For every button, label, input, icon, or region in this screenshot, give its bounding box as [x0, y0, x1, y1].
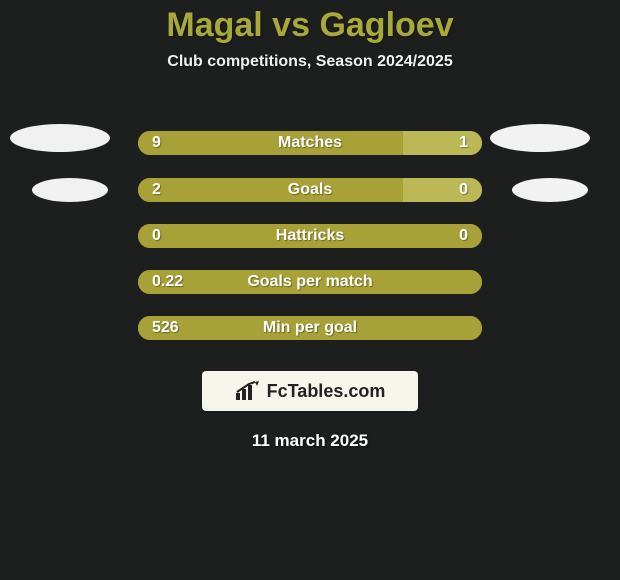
- chart-icon: [235, 381, 261, 401]
- bar-segment-left: [138, 131, 403, 155]
- left-value: 526: [152, 319, 179, 337]
- bar-segment-right: [403, 131, 482, 155]
- left-value: 9: [152, 134, 161, 152]
- stat-bar: 0 Hattricks 0: [138, 224, 482, 248]
- metric-label: Goals: [288, 181, 332, 199]
- left-value: 0: [152, 227, 161, 245]
- right-value: 1: [459, 134, 468, 152]
- stat-bar: 2 Goals 0: [138, 178, 482, 202]
- metric-label: Goals per match: [247, 273, 372, 291]
- metric-label: Hattricks: [276, 227, 344, 245]
- left-value: 0.22: [152, 273, 183, 291]
- stat-row: 526 Min per goal: [0, 305, 620, 351]
- decorative-ellipse: [32, 178, 108, 202]
- brand-badge[interactable]: FcTables.com: [202, 371, 418, 411]
- left-value: 2: [152, 181, 161, 199]
- stats-card: Magal vs Gagloev Club competitions, Seas…: [0, 0, 620, 580]
- footer-date: 11 march 2025: [0, 431, 620, 451]
- stat-row: 0.22 Goals per match: [0, 259, 620, 305]
- bar-segment-right: [403, 178, 482, 202]
- subtitle: Club competitions, Season 2024/2025: [0, 53, 620, 71]
- decorative-ellipse: [490, 124, 590, 152]
- right-value: 0: [459, 181, 468, 199]
- page-title: Magal vs Gagloev: [0, 0, 620, 45]
- stat-row: 0 Hattricks 0: [0, 213, 620, 259]
- bar-segment-left: [138, 178, 403, 202]
- decorative-ellipse: [10, 124, 110, 152]
- brand-text: FcTables.com: [267, 381, 386, 402]
- decorative-ellipse: [512, 178, 588, 202]
- stat-rows: 9 Matches 1 2 Goals 0 0 Hattricks 0 0.22 Goals per…: [0, 119, 620, 351]
- stat-bar: 9 Matches 1: [138, 131, 482, 155]
- metric-label: Matches: [278, 134, 342, 152]
- right-value: 0: [459, 227, 468, 245]
- stat-bar: 526 Min per goal: [138, 316, 482, 340]
- stat-bar: 0.22 Goals per match: [138, 270, 482, 294]
- metric-label: Min per goal: [263, 319, 357, 337]
